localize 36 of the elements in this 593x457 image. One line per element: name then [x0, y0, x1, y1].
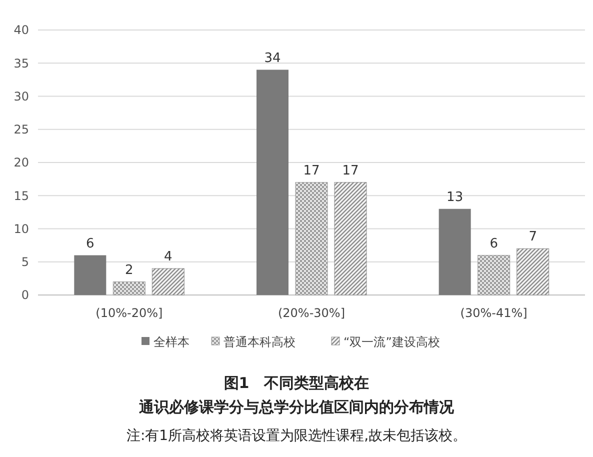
bar [74, 255, 106, 295]
data-label: 6 [86, 236, 94, 252]
bar [112, 282, 146, 296]
legend-label: “双一流”建设高校 [344, 335, 440, 350]
data-label: 17 [303, 163, 320, 178]
bar [438, 208, 471, 295]
legend-label: 普通本科高校 [224, 335, 296, 350]
text: 图1 不同类型高校在 [224, 374, 370, 392]
y-tick-label: 10 [14, 222, 29, 236]
legend-label: 全样本 [154, 335, 190, 350]
y-tick-label: 0 [21, 288, 29, 302]
bar [516, 248, 550, 296]
text: 通识必修课学分与总学分比值区间内的分布情况 [138, 398, 455, 416]
bar [334, 182, 367, 296]
data-label: 34 [264, 50, 281, 66]
y-tick-label: 30 [14, 89, 29, 104]
y-tick-label: 20 [14, 156, 29, 170]
bar [295, 182, 328, 296]
y-tick-label: 40 [14, 23, 29, 38]
y-tick-label: 5 [21, 255, 29, 270]
data-label: 6 [490, 236, 498, 252]
x-tick-label: (30%-41%] [460, 306, 528, 320]
text: 注:有1所高校将英语设置为限选性课程,故未包括该校。 [126, 428, 467, 444]
y-tick-label: 15 [14, 188, 29, 203]
bar [478, 255, 510, 296]
data-label: 7 [528, 230, 537, 245]
bar [256, 70, 288, 295]
data-label: 13 [446, 190, 464, 205]
y-tick-label: 35 [14, 56, 29, 70]
data-label: 17 [342, 163, 359, 178]
x-tick-label: (10%-20%] [96, 306, 163, 320]
bar [152, 268, 184, 296]
data-label: 2 [125, 262, 134, 278]
x-tick-label: (20%-30%] [278, 306, 346, 320]
data-label: 4 [164, 250, 172, 264]
y-tick-label: 25 [14, 122, 29, 137]
